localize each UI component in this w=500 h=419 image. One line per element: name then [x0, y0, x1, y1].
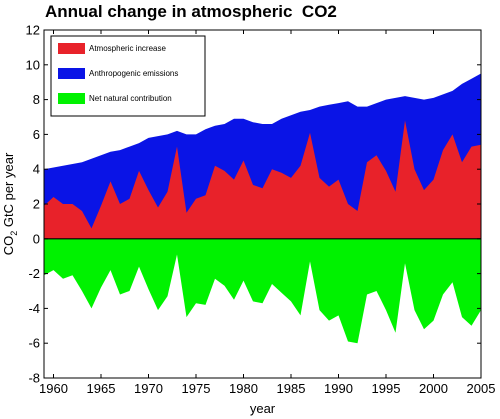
atmospheric-increase-area [44, 120, 481, 239]
x-tick-label: 1970 [134, 381, 163, 396]
y-tick-label: 0 [33, 231, 40, 246]
y-tick-label: 6 [33, 127, 40, 142]
legend-label: Atmospheric increase [89, 44, 166, 53]
x-tick-label: 2005 [467, 381, 496, 396]
y-tick-label: 8 [33, 92, 40, 107]
x-tick-label: 1985 [277, 381, 306, 396]
legend-label: Net natural contribution [89, 94, 172, 103]
y-tick-label: -6 [28, 336, 40, 351]
x-tick-labels: 1960 1965 1970 1975 1980 1985 1990 1995 2000 2005 [39, 381, 495, 396]
legend-swatch [58, 43, 85, 54]
y-tick-label: 10 [26, 57, 40, 72]
x-tick-label: 1960 [39, 381, 68, 396]
x-tick-label: 2000 [419, 381, 448, 396]
y-tick-label: 4 [33, 162, 40, 177]
axis-ticks [44, 29, 482, 379]
y-axis-label-sub: 2 [9, 231, 19, 236]
y-axis-label-rest: GtC per year [1, 152, 16, 231]
y-axis-label-main: CO [1, 236, 16, 256]
y-tick-label: -4 [28, 301, 40, 316]
chart-title: Annual change in atmospheric CO2 [45, 2, 337, 21]
legend-swatch [58, 93, 85, 104]
y-tick-labels: -8 -6 -4 -2 0 2 4 6 8 10 12 [26, 23, 40, 386]
y-axis-label: CO2 GtC per year [1, 152, 19, 255]
y-tick-label: -8 [28, 371, 40, 386]
x-tick-label: 1975 [182, 381, 211, 396]
legend-label: Anthropogenic emissions [89, 69, 178, 78]
y-tick-label: 12 [26, 23, 40, 38]
y-tick-label: -2 [28, 266, 40, 281]
x-tick-label: 1995 [372, 381, 401, 396]
x-tick-label: 1965 [87, 381, 116, 396]
x-tick-label: 1990 [324, 381, 353, 396]
net-natural-contribution-area [44, 238, 481, 344]
x-tick-label: 1980 [229, 381, 258, 396]
y-tick-label: 2 [33, 197, 40, 212]
x-axis-label: year [250, 401, 276, 416]
series-areas [44, 73, 481, 344]
legend-swatch [58, 68, 85, 79]
legend: Atmospheric increase Anthropogenic emissi… [50, 35, 206, 117]
